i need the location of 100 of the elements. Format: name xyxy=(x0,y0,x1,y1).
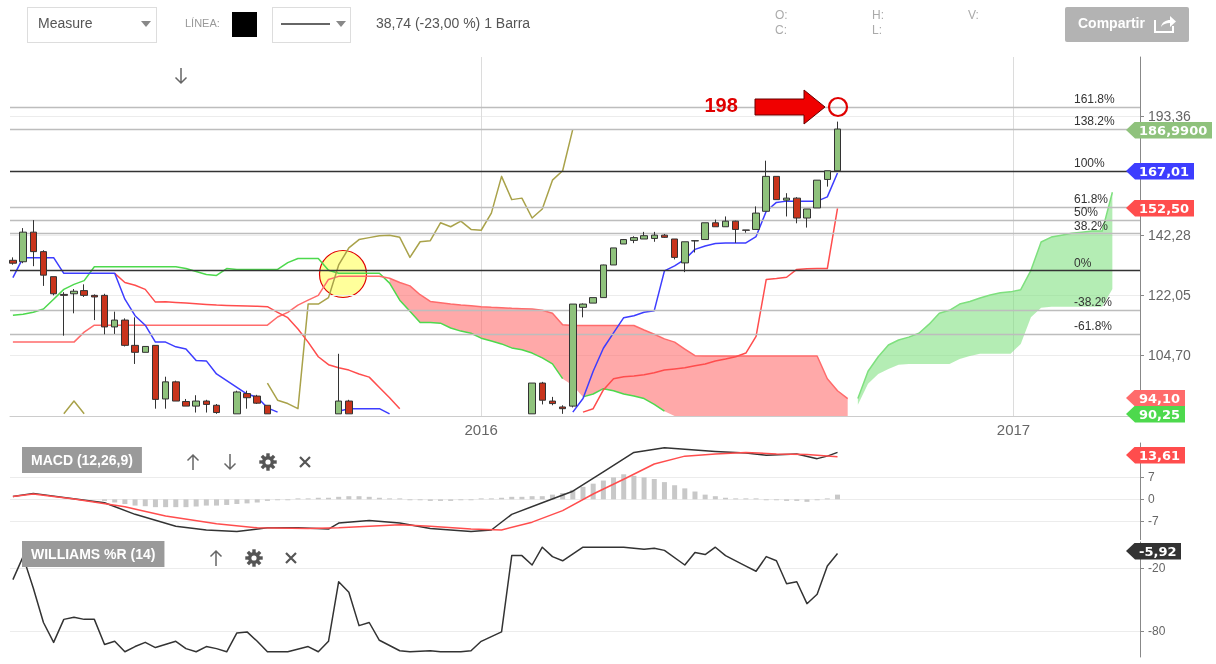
bar xyxy=(529,496,535,500)
bar xyxy=(173,499,179,508)
candlestick xyxy=(589,297,597,304)
candlestick xyxy=(182,398,190,407)
x-tick-label: 2017 xyxy=(996,421,1031,438)
candlestick xyxy=(610,247,617,266)
candlestick xyxy=(131,316,139,365)
candlestick xyxy=(19,227,27,264)
candlestick xyxy=(203,399,210,414)
annotation: -5,92 xyxy=(1126,542,1182,560)
candlestick xyxy=(345,399,353,415)
text: O: xyxy=(775,8,788,22)
bar xyxy=(682,488,688,500)
candlestick xyxy=(620,238,627,245)
bar xyxy=(804,499,810,502)
candlestick xyxy=(80,283,88,298)
bar xyxy=(661,482,667,500)
bar xyxy=(152,499,158,508)
candlestick xyxy=(121,317,129,347)
candlestick xyxy=(752,205,760,230)
x-tick-label: 2016 xyxy=(464,421,498,438)
candlestick xyxy=(172,380,180,402)
candlestick xyxy=(559,404,566,415)
candlestick xyxy=(722,215,729,228)
text: Measure xyxy=(38,15,93,31)
text: 38,74 (-23,00 %) 1 Barra xyxy=(376,15,531,31)
bar xyxy=(244,499,250,504)
candlestick xyxy=(691,239,699,253)
candlestick xyxy=(783,192,790,217)
annotation: 13,61 xyxy=(1126,446,1186,464)
candlestick xyxy=(111,311,118,335)
bar xyxy=(346,496,352,500)
candlestick xyxy=(192,394,200,414)
bar xyxy=(539,496,545,500)
y-tick-label: 122,05 xyxy=(1148,287,1192,304)
bar xyxy=(142,499,148,507)
candlestick xyxy=(549,396,556,406)
candlestick xyxy=(253,394,261,405)
bar xyxy=(580,486,586,500)
annotation: 138.2% xyxy=(1074,114,1115,129)
annotation: 94,10 xyxy=(1126,389,1186,407)
candlestick xyxy=(661,233,668,239)
candlestick xyxy=(101,293,108,335)
bar xyxy=(254,499,260,503)
bar xyxy=(224,499,230,505)
candlestick xyxy=(630,235,638,244)
candlestick xyxy=(813,179,821,209)
bar xyxy=(712,496,718,500)
candlestick xyxy=(91,293,98,321)
candlestick xyxy=(264,404,271,415)
annotation: -61.8% xyxy=(1074,318,1113,333)
chart-title: WILLIAMS %R (14) xyxy=(31,546,156,562)
bar xyxy=(203,499,209,506)
candlestick xyxy=(569,303,577,408)
candlestick xyxy=(152,344,159,410)
bar xyxy=(651,478,657,500)
bar xyxy=(641,477,647,500)
annotation: 100% xyxy=(1074,155,1105,170)
candlestick xyxy=(742,229,750,234)
line-series xyxy=(12,546,839,653)
bar xyxy=(214,499,220,506)
annotation: 152,50 xyxy=(1126,199,1195,217)
candlestick xyxy=(793,196,801,224)
candlestick xyxy=(803,208,811,229)
y-tick-label: -80 xyxy=(1148,623,1166,638)
text: V: xyxy=(968,8,979,22)
candlestick xyxy=(773,175,780,201)
candlestick xyxy=(671,238,678,260)
candlestick xyxy=(701,222,709,241)
candlestick xyxy=(528,382,536,415)
text: LÍNEA: xyxy=(185,17,220,29)
annotation: 186,9900 xyxy=(1126,121,1213,139)
bar xyxy=(112,499,118,503)
text: Compartir xyxy=(1078,15,1145,31)
candlestick xyxy=(213,403,220,415)
candlestick xyxy=(70,288,78,314)
bar xyxy=(672,485,678,500)
candlestick xyxy=(60,291,68,337)
candlestick xyxy=(640,231,648,240)
bar xyxy=(193,499,199,507)
candlestick xyxy=(732,220,739,244)
annotation: 38.2% xyxy=(1074,218,1109,233)
y-tick-label: 7 xyxy=(1148,470,1155,485)
bar xyxy=(611,477,617,500)
candlestick xyxy=(142,345,149,353)
candlestick xyxy=(243,390,251,410)
annotation: 50% xyxy=(1074,205,1099,220)
annotation: 90,25 xyxy=(1126,405,1186,423)
candlestick xyxy=(162,376,169,410)
candlestick xyxy=(30,219,37,267)
y-tick-label: 142,28 xyxy=(1148,227,1192,244)
candlestick xyxy=(233,390,241,415)
candlestick xyxy=(539,381,546,405)
bar xyxy=(234,499,240,505)
bar xyxy=(122,499,128,505)
bar xyxy=(621,474,627,500)
line-series xyxy=(12,275,849,400)
text: L: xyxy=(872,23,883,37)
annotation: 161.8% xyxy=(1074,91,1115,106)
candlestick xyxy=(50,276,57,296)
